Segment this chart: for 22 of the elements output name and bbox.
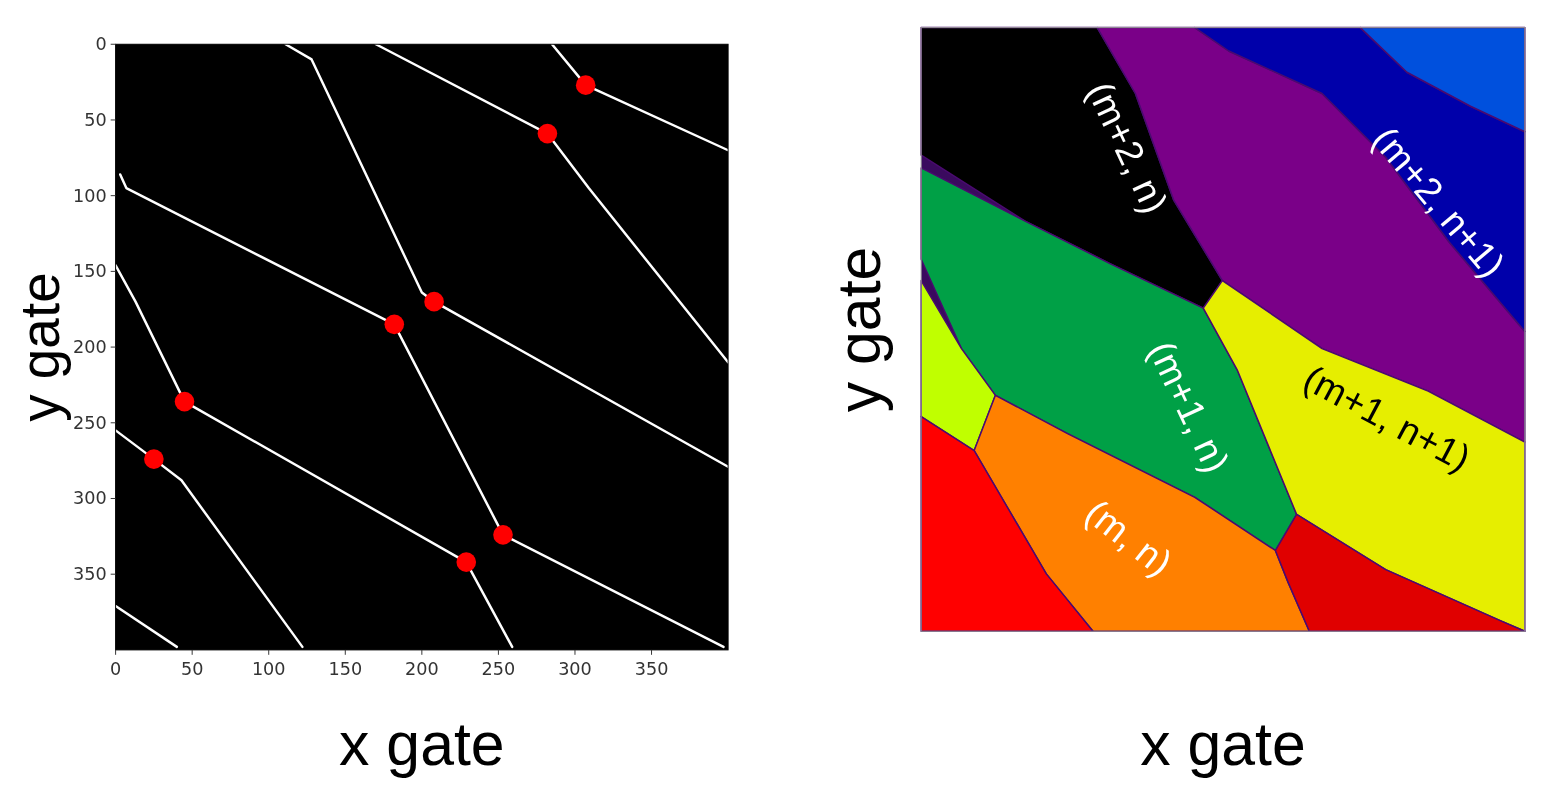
text: (m+2, n) — [1079, 75, 1177, 220]
x-tick-label: 250 — [481, 659, 516, 680]
y-tick-label: 0 — [95, 34, 107, 55]
text: x gate — [1140, 709, 1306, 778]
text: (m+1, n) — [1140, 334, 1238, 479]
y-tick-label: 50 — [84, 109, 107, 130]
x-tick-label: 50 — [180, 659, 204, 680]
y-tick-label: 150 — [73, 261, 107, 282]
x-axis-title: x gate — [339, 709, 505, 778]
x-tick-label: 150 — [328, 659, 363, 680]
y-tick-label: 250 — [73, 412, 107, 433]
y-tick-label: 200 — [73, 336, 107, 357]
x-tick-label: 300 — [558, 659, 592, 680]
y-tick-label: 350 — [73, 564, 107, 585]
text: y gate — [825, 246, 893, 413]
x-tick-label: 0 — [109, 659, 122, 680]
x-tick-label: 200 — [405, 659, 439, 680]
text: (m, n) — [1077, 490, 1181, 584]
x-tick-label: 350 — [634, 659, 669, 680]
y-tick-label: 300 — [73, 488, 107, 509]
y-tick-label: 100 — [73, 185, 107, 206]
x-tick-label: 100 — [251, 659, 286, 680]
